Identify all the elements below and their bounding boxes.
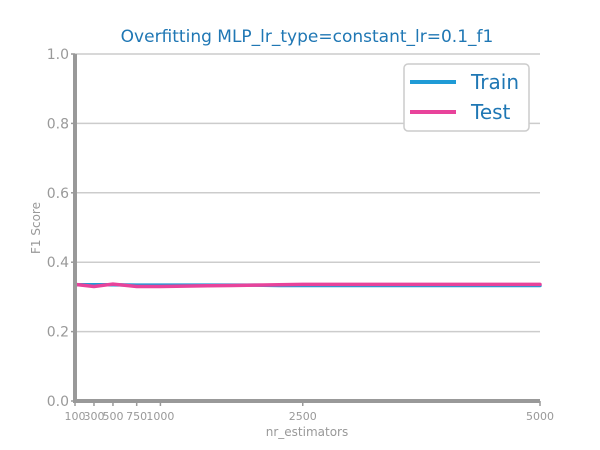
series-line-test	[73, 282, 542, 289]
x-tick-label: 5000	[526, 410, 554, 423]
y-axis-label: F1 Score	[29, 202, 43, 254]
x-tick-label: 500	[102, 410, 123, 423]
series-lines	[73, 282, 542, 289]
x-axis-label: nr_estimators	[266, 425, 349, 439]
y-tick-label: 0.0	[47, 394, 69, 410]
y-tick-label: 1.0	[47, 47, 69, 63]
legend-label-test: Test	[470, 100, 511, 124]
legend: Train Test	[403, 63, 530, 132]
y-tick-label: 0.6	[47, 186, 69, 202]
axes	[73, 54, 540, 403]
chart-title: Overfitting MLP_lr_type=constant_lr=0.1_…	[121, 27, 494, 47]
x-tick-label: 100	[65, 410, 86, 423]
x-tick-label: 2500	[289, 410, 317, 423]
x-tick-label: 1000	[146, 410, 174, 423]
x-tick-label: 300	[83, 410, 104, 423]
y-tick-label: 0.8	[47, 116, 69, 132]
y-tick-labels: 0.0 0.2 0.4 0.6 0.8 1.0	[47, 47, 75, 410]
y-tick-label: 0.2	[47, 325, 69, 341]
y-tick-label: 0.4	[47, 255, 69, 271]
x-tick-label: 750	[126, 410, 147, 423]
legend-label-train: Train	[470, 70, 519, 94]
